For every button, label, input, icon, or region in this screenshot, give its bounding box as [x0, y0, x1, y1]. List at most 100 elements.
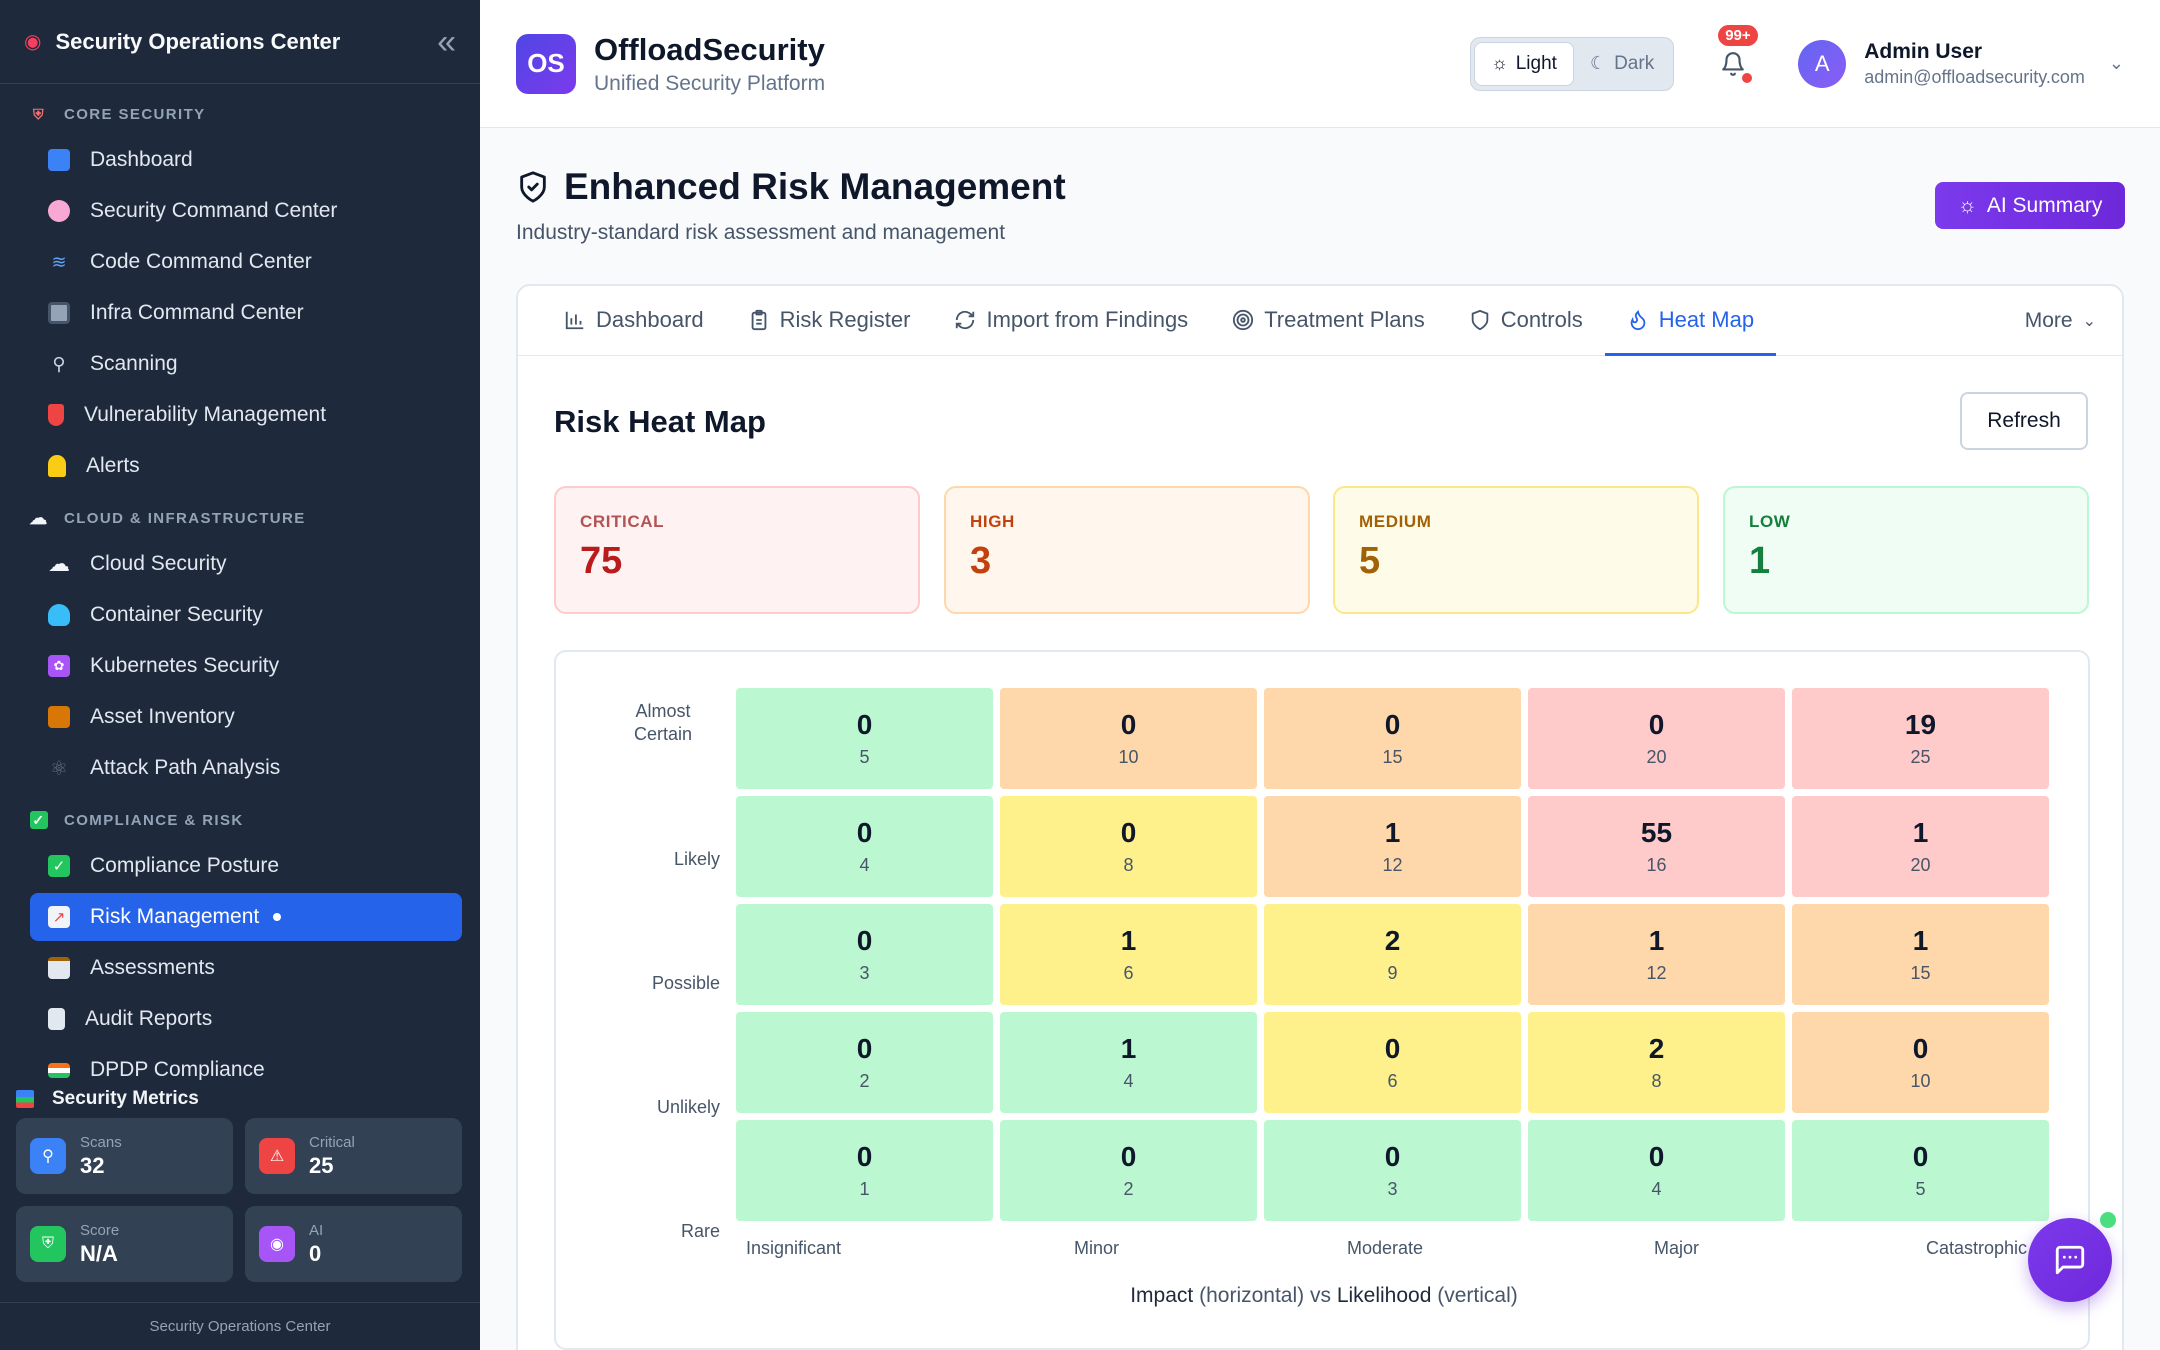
nav-item-cloud-security[interactable]: ☁ Cloud Security [30, 540, 462, 588]
heatmap-cell[interactable]: 55 16 [1528, 796, 1785, 897]
active-indicator-dot [273, 913, 282, 921]
nav-item-label: Vulnerability Management [84, 403, 327, 426]
refresh-icon [954, 309, 976, 331]
refresh-button[interactable]: Refresh [1960, 392, 2088, 450]
heatmap-cell[interactable]: 1 12 [1264, 796, 1521, 897]
tab-import-from-findings[interactable]: Import from Findings [932, 285, 1210, 355]
nav-item-alerts[interactable]: Alerts [30, 442, 462, 490]
chevron-down-icon[interactable]: ⌄ [2108, 53, 2124, 73]
tab-heat-map[interactable]: Heat Map [1604, 285, 1777, 356]
heatmap-cell[interactable]: 0 10 [1000, 688, 1257, 789]
cell-risk-count: 2 [1648, 1033, 1665, 1064]
heatmap-cell[interactable]: 0 20 [1528, 688, 1785, 789]
nav-item-attack-path-analysis[interactable]: ⚛ Attack Path Analysis [30, 744, 462, 792]
nav-item-assessments[interactable]: Assessments [30, 944, 462, 992]
heatmap-cell[interactable]: 19 25 [1792, 688, 2049, 789]
caption-impact: Impact [1130, 1284, 1194, 1307]
metric-value: N/A [80, 1240, 118, 1266]
severity-card-medium[interactable]: MEDIUM 5 [1333, 486, 1699, 614]
nav-item-compliance-posture[interactable]: ✓ Compliance Posture [30, 842, 462, 890]
target-icon [1232, 309, 1254, 331]
metric-score[interactable]: ⛨ Score N/A [16, 1206, 233, 1282]
ai-summary-button[interactable]: ☼ AI Summary [1935, 182, 2125, 229]
avatar[interactable]: A [1798, 39, 1847, 88]
clipboard-icon [748, 309, 770, 331]
severity-card-low[interactable]: LOW 1 [1723, 486, 2089, 614]
heatmap-cell[interactable]: 1 15 [1792, 904, 2049, 1005]
likelihood-label: Possible [651, 973, 720, 993]
more-tabs-dropdown[interactable]: More ⌄ [2025, 286, 2096, 356]
cell-risk-score: 2 [1123, 1179, 1134, 1199]
nav-item-label: DPDP Compliance [90, 1058, 265, 1081]
cell-risk-score: 9 [1387, 963, 1398, 983]
risk-management-card: Dashboard Risk Register Import from Find… [516, 284, 2124, 1350]
caption-likelihood: Likelihood [1336, 1284, 1432, 1307]
user-name: Admin User [1864, 39, 1983, 63]
tab-controls[interactable]: Controls [1447, 285, 1605, 355]
impact-label: Catastrophic [1926, 1238, 2028, 1258]
magnifier-icon: ⚲ [52, 353, 66, 374]
cell-risk-count: 0 [1912, 1141, 1929, 1172]
nav-item-security-command-center[interactable]: Security Command Center [30, 187, 462, 235]
metric-critical[interactable]: ⚠ Critical 25 [245, 1118, 462, 1194]
theme-dark-button[interactable]: ☾ Dark [1574, 42, 1670, 86]
tab-risk-register[interactable]: Risk Register [726, 285, 933, 355]
collapse-sidebar-icon[interactable]: « [437, 22, 456, 61]
nav-item-risk-management[interactable]: ↗ Risk Management [30, 893, 462, 941]
tab-treatment-plans[interactable]: Treatment Plans [1210, 285, 1447, 355]
package-icon [48, 706, 70, 728]
heatmap-cell[interactable]: 1 20 [1792, 796, 2049, 897]
nav-item-dashboard[interactable]: Dashboard [30, 136, 462, 184]
top-bar: OS OffloadSecurity Unified Security Plat… [480, 0, 2160, 128]
metric-ai[interactable]: ◉ AI 0 [245, 1206, 462, 1282]
tab-label: Dashboard [596, 307, 704, 332]
theme-toggle: ☼ Light ☾ Dark [1470, 36, 1675, 91]
severity-card-critical[interactable]: CRITICAL 75 [554, 486, 920, 614]
brand-logo[interactable]: OS [516, 33, 576, 94]
whale-icon [48, 604, 70, 626]
nav-item-dpdp-compliance[interactable]: DPDP Compliance [30, 1046, 462, 1094]
user-menu[interactable]: Admin User admin@offloadsecurity.com [1864, 40, 2085, 88]
heatmap-cell[interactable]: 0 10 [1792, 1012, 2049, 1113]
cell-risk-score: 4 [1123, 1071, 1134, 1091]
heatmap-cell[interactable]: 0 15 [1264, 688, 1521, 789]
severity-label: LOW [1749, 512, 1791, 531]
nav-item-container-security[interactable]: Container Security [30, 591, 462, 639]
theme-light-button[interactable]: ☼ Light [1474, 41, 1574, 86]
heatmap-cell[interactable]: 1 12 [1528, 904, 1785, 1005]
flag-icon [48, 1062, 70, 1078]
cell-risk-score: 4 [859, 855, 870, 875]
nav-item-scanning[interactable]: ⚲ Scanning [30, 340, 462, 388]
nav-item-audit-reports[interactable]: Audit Reports [30, 995, 462, 1043]
notifications-button[interactable]: 99+ [1708, 24, 1758, 89]
nav-item-kubernetes-security[interactable]: ✿ Kubernetes Security [30, 642, 462, 690]
tab-dashboard[interactable]: Dashboard [542, 285, 726, 355]
severity-card-high[interactable]: HIGH 3 [944, 486, 1310, 614]
nav-item-infra-command-center[interactable]: Infra Command Center [30, 289, 462, 337]
metric-scans[interactable]: ⚲ Scans 32 [16, 1118, 233, 1194]
cell-risk-score: 12 [1382, 855, 1403, 875]
nav-item-vulnerability-management[interactable]: Vulnerability Management [30, 391, 462, 439]
cell-risk-score: 2 [859, 1071, 870, 1091]
cell-risk-score: 4 [1651, 1179, 1662, 1199]
nav-item-asset-inventory[interactable]: Asset Inventory [30, 693, 462, 741]
chat-button[interactable] [2028, 1218, 2112, 1302]
cell-risk-score: 10 [1910, 1071, 1931, 1091]
nav-item-code-command-center[interactable]: ≋ Code Command Center [30, 238, 462, 286]
cloud-icon: ☁ [29, 507, 49, 528]
